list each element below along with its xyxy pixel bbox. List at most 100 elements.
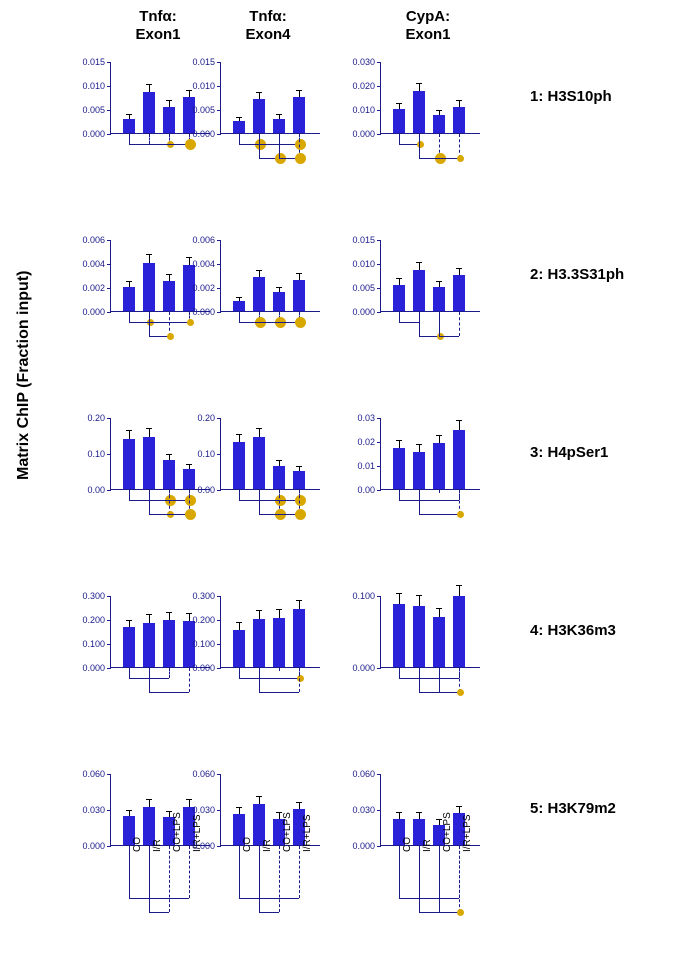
- bar: [143, 92, 155, 133]
- y-tick-label: 0.060: [352, 769, 375, 779]
- sig-bracket-v: [259, 846, 260, 912]
- bar: [183, 97, 195, 133]
- error-cap: [296, 90, 302, 91]
- error-bar: [189, 614, 190, 621]
- sig-bracket-v: [169, 846, 170, 912]
- x-tick-label: I/R: [262, 839, 273, 852]
- y-tick-label: 0.004: [82, 259, 105, 269]
- y-tick: [107, 62, 111, 63]
- significance-dot: [295, 509, 306, 520]
- row-label: 5: H3K79m2: [530, 800, 616, 817]
- plot-area: 0.0000.0020.0040.006: [220, 240, 320, 312]
- y-tick: [107, 312, 111, 313]
- y-tick: [107, 110, 111, 111]
- error-cap: [436, 608, 442, 609]
- column-header: CypA:Exon1: [383, 8, 473, 44]
- bar: [433, 287, 445, 311]
- error-bar: [419, 263, 420, 270]
- chart-panel: 0.000.100.20: [220, 418, 320, 490]
- error-cap: [256, 92, 262, 93]
- error-cap: [416, 444, 422, 445]
- y-tick-label: 0.005: [192, 105, 215, 115]
- sig-bracket-v: [459, 312, 460, 336]
- x-tick-label: CO: [132, 837, 143, 852]
- sig-bracket-v: [129, 134, 130, 144]
- bar: [273, 292, 285, 311]
- y-tick-label: 0.000: [192, 307, 215, 317]
- error-bar: [399, 594, 400, 604]
- plot-area: 0.000.100.20: [220, 418, 320, 490]
- y-tick: [217, 644, 221, 645]
- error-cap: [396, 440, 402, 441]
- error-cap: [146, 799, 152, 800]
- sig-bracket: [439, 336, 459, 337]
- y-tick-label: 0.030: [192, 805, 215, 815]
- error-bar: [259, 93, 260, 99]
- y-tick: [217, 86, 221, 87]
- error-cap: [236, 807, 242, 808]
- y-tick: [377, 774, 381, 775]
- error-bar: [189, 258, 190, 265]
- error-cap: [256, 796, 262, 797]
- sig-bracket: [259, 912, 279, 913]
- x-tick-label: I/R+LPS: [462, 814, 473, 852]
- error-bar: [419, 813, 420, 818]
- bar: [433, 617, 445, 667]
- bar: [393, 604, 405, 667]
- error-bar: [459, 421, 460, 430]
- significance-dot: [297, 675, 304, 682]
- sig-bracket-v: [239, 134, 240, 144]
- sig-bracket-v: [259, 668, 260, 692]
- chart-panel: 0.0000.0020.0040.006: [110, 240, 210, 312]
- y-tick-label: 0.060: [82, 769, 105, 779]
- y-tick-label: 0.20: [87, 413, 105, 423]
- error-cap: [126, 281, 132, 282]
- chart-panel: 0.0000.1000.2000.300: [220, 596, 320, 668]
- chart-panel: 0.0000.0050.0100.015: [110, 62, 210, 134]
- sig-bracket-v: [399, 490, 400, 500]
- sig-bracket-v: [189, 668, 190, 692]
- y-tick: [217, 62, 221, 63]
- error-bar: [279, 813, 280, 818]
- y-tick-label: 0.030: [352, 57, 375, 67]
- error-cap: [296, 466, 302, 467]
- sig-bracket: [239, 500, 299, 501]
- error-cap: [276, 287, 282, 288]
- bar: [123, 119, 135, 133]
- error-cap: [456, 806, 462, 807]
- error-cap: [146, 254, 152, 255]
- bar: [233, 442, 245, 489]
- sig-bracket: [129, 898, 189, 899]
- y-tick-label: 0.000: [82, 663, 105, 673]
- y-tick-label: 0.000: [82, 307, 105, 317]
- error-cap: [186, 799, 192, 800]
- error-cap: [416, 83, 422, 84]
- y-tick-label: 0.010: [352, 105, 375, 115]
- error-bar: [439, 609, 440, 617]
- y-tick: [377, 312, 381, 313]
- error-cap: [256, 428, 262, 429]
- sig-bracket: [399, 500, 459, 501]
- error-bar: [149, 85, 150, 92]
- y-tick-label: 0.100: [82, 639, 105, 649]
- error-bar: [419, 445, 420, 451]
- y-tick: [107, 810, 111, 811]
- error-bar: [439, 111, 440, 115]
- bar: [273, 618, 285, 667]
- x-tick-label: CO+LPS: [442, 812, 453, 852]
- y-tick: [107, 668, 111, 669]
- significance-dot: [457, 511, 464, 518]
- plot-area: 0.0000.1000.2000.300: [110, 596, 210, 668]
- y-tick: [377, 134, 381, 135]
- error-cap: [276, 609, 282, 610]
- error-cap: [166, 612, 172, 613]
- error-bar: [239, 808, 240, 814]
- y-tick: [377, 110, 381, 111]
- y-tick-label: 0.00: [197, 485, 215, 495]
- plot-area: 0.0000.1000.2000.300: [220, 596, 320, 668]
- error-cap: [276, 114, 282, 115]
- bar: [433, 443, 445, 489]
- y-tick: [107, 454, 111, 455]
- y-tick: [107, 240, 111, 241]
- error-cap: [186, 257, 192, 258]
